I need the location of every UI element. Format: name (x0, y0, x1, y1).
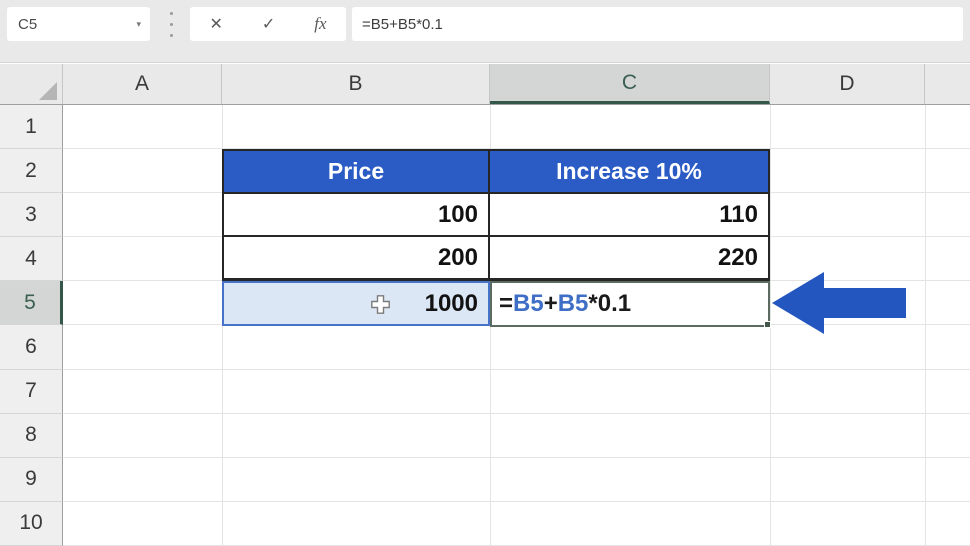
row-cells[interactable] (63, 105, 970, 150)
row-header-5[interactable]: 5 (0, 281, 63, 326)
column-headers: A B C D (0, 64, 970, 105)
row-header-1[interactable]: 1 (0, 105, 63, 150)
cell-c3[interactable]: 110 (490, 194, 768, 237)
row-header-9[interactable]: 9 (0, 457, 63, 502)
column-header-b[interactable]: B (222, 64, 490, 104)
row-header-7[interactable]: 7 (0, 369, 63, 414)
column-header-a[interactable]: A (63, 64, 222, 104)
grid-row-9: 9 (0, 457, 970, 502)
fill-handle[interactable] (764, 321, 771, 328)
row-cells[interactable] (63, 325, 970, 370)
formula-bar-strip: C5 ▾ ✕ ✓ fx =B5+B5*0.1 (0, 0, 970, 63)
grid-row-10: 10 (0, 501, 970, 546)
annotation-arrow-icon (772, 272, 906, 334)
grid-row-6: 6 (0, 325, 970, 370)
name-box-dropdown-icon[interactable]: ▾ (136, 18, 141, 29)
column-header-d[interactable]: D (770, 64, 925, 104)
cell-b4[interactable]: 200 (224, 237, 490, 280)
enter-icon[interactable]: ✓ (261, 16, 276, 33)
row-cells[interactable] (63, 369, 970, 414)
cancel-icon[interactable]: ✕ (209, 16, 223, 33)
grid-row-8: 8 (0, 413, 970, 458)
cell-c5-formula-text: =B5+B5*0.1 (499, 290, 632, 317)
row-header-3[interactable]: 3 (0, 193, 63, 238)
row-cells[interactable] (63, 413, 970, 458)
row-cells[interactable] (63, 457, 970, 502)
name-box-value: C5 (18, 15, 38, 33)
row-header-10[interactable]: 10 (0, 501, 63, 546)
column-header-c[interactable]: C (490, 64, 770, 104)
grid-row-1: 1 (0, 105, 970, 150)
select-all-corner[interactable] (0, 64, 63, 104)
cell-c4[interactable]: 220 (490, 237, 768, 280)
formula-bar-text: =B5+B5*0.1 (362, 15, 443, 33)
gridline (925, 105, 926, 546)
column-header-stub[interactable] (925, 64, 970, 104)
row-header-6[interactable]: 6 (0, 325, 63, 370)
cell-b3[interactable]: 100 (224, 194, 490, 237)
row-cells[interactable] (63, 501, 970, 546)
cell-b2[interactable]: Price (224, 151, 490, 194)
sheet-grid: A B C D 1 2 3 4 (0, 64, 970, 546)
formula-bar-input[interactable]: =B5+B5*0.1 (352, 7, 963, 41)
cell-cursor-icon (371, 295, 390, 314)
row-header-4[interactable]: 4 (0, 237, 63, 282)
price-table: Price Increase 10% 100 110 200 220 (222, 149, 770, 282)
insert-function-icon[interactable]: fx (314, 14, 327, 33)
grid-row-7: 7 (0, 369, 970, 414)
cell-c2[interactable]: Increase 10% (490, 151, 768, 194)
formula-buttons: ✕ ✓ fx (190, 7, 346, 41)
row-header-2[interactable]: 2 (0, 149, 63, 194)
cell-b5-referenced[interactable]: 1000 (222, 281, 490, 326)
separator-dots-icon (169, 12, 174, 37)
row-header-8[interactable]: 8 (0, 413, 63, 458)
select-all-triangle-icon (39, 82, 57, 100)
name-box[interactable]: C5 ▾ (7, 7, 150, 41)
cell-c5-active-edit[interactable]: =B5+B5*0.1 (490, 281, 771, 328)
